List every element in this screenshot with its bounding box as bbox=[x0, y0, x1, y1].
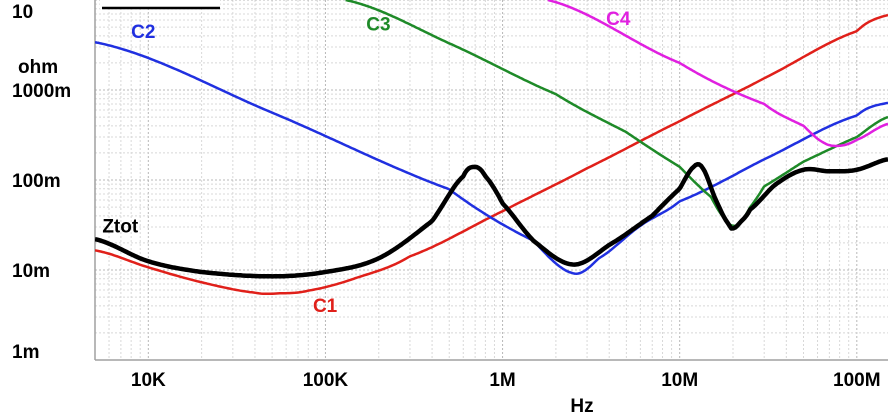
x-tick-label: 10M bbox=[661, 370, 698, 391]
x-tick-label: 10K bbox=[131, 370, 166, 391]
y-tick-label: 1m bbox=[12, 342, 39, 363]
y-tick-label: 100m bbox=[12, 171, 61, 192]
x-tick-label: 100K bbox=[303, 370, 349, 391]
series-line-c4 bbox=[547, 0, 888, 148]
series-label-ztot: Ztot bbox=[102, 217, 139, 238]
y-unit-label: ohm bbox=[18, 57, 58, 78]
y-tick-label: 1000m bbox=[12, 81, 71, 102]
series-line-c2 bbox=[95, 40, 888, 276]
x-tick-label: 1M bbox=[489, 370, 515, 391]
series-layer bbox=[95, 0, 888, 296]
y-tick-label: 10m bbox=[12, 261, 50, 282]
label-layer: 10K 100K 1M 10M 100M 10 1000m 100m 10m 1m C1 C2 C3 C4… bbox=[12, 2, 881, 391]
series-label-c3: C3 bbox=[366, 14, 390, 35]
grid bbox=[94, 0, 888, 361]
series-line-c3 bbox=[345, 0, 888, 228]
x-axis-label: Hz bbox=[570, 396, 593, 416]
x-tick-label: 100M bbox=[833, 370, 881, 391]
series-line-ztot bbox=[95, 157, 888, 279]
series-label-c2: C2 bbox=[131, 22, 155, 43]
series-label-c4: C4 bbox=[606, 9, 631, 30]
legend-swatch bbox=[100, 0, 220, 9]
series-label-c1: C1 bbox=[313, 296, 338, 317]
y-tick-label: 10 bbox=[12, 2, 33, 23]
series-line-c1 bbox=[95, 13, 888, 296]
